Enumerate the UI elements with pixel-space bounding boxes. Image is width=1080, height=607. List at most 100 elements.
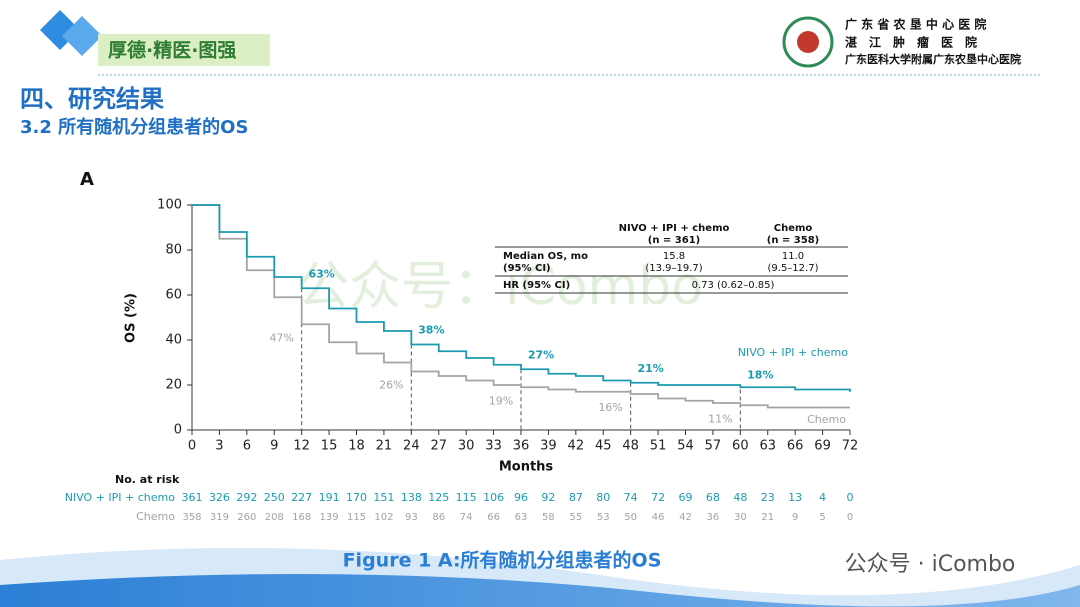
risk-value: 93 <box>405 512 418 523</box>
risk-value: 0 <box>847 512 853 523</box>
risk-value: 292 <box>236 491 257 504</box>
risk-value: 358 <box>182 512 201 523</box>
x-tick-label: 39 <box>540 439 557 454</box>
risk-value: 319 <box>210 512 229 523</box>
risk-value: 36 <box>707 512 720 523</box>
x-tick-label: 72 <box>842 439 859 454</box>
x-tick-label: 63 <box>759 439 776 454</box>
y-axis-label: OS (%) <box>124 293 139 343</box>
risk-value: 361 <box>182 491 203 504</box>
hospital-name: 广 东 省 农 垦 中 心 医 院 <box>845 17 986 32</box>
motto: 厚德·精医·图强 <box>108 39 236 62</box>
x-tick-label: 51 <box>650 439 667 454</box>
annotation: 63% <box>308 267 334 280</box>
hospital-name: 广东医科大学附属广东农垦中心医院 <box>845 52 1021 66</box>
x-tick-label: 33 <box>485 439 502 454</box>
table-row-label: HR (95% CI) <box>503 280 570 291</box>
risk-value: 115 <box>347 512 366 523</box>
risk-value: 87 <box>569 491 583 504</box>
annotation: 26% <box>379 379 403 392</box>
risk-value: 53 <box>597 512 610 523</box>
risk-value: 30 <box>734 512 747 523</box>
risk-value: 80 <box>596 491 610 504</box>
risk-value: 139 <box>320 512 339 523</box>
motto-box <box>98 34 270 66</box>
table-header: Chemo <box>774 223 813 234</box>
table-cell: 0.73 (0.62–0.85) <box>692 280 775 291</box>
section-title: 四、研究结果 <box>20 85 164 113</box>
x-tick-label: 60 <box>732 439 749 454</box>
x-tick-label: 15 <box>321 439 338 454</box>
y-tick-label: 20 <box>165 378 182 393</box>
annotation: 27% <box>528 348 554 361</box>
x-tick-label: 69 <box>814 439 831 454</box>
x-tick-label: 12 <box>293 439 310 454</box>
subsection-title: 3.2 所有随机分组患者的OS <box>20 116 248 138</box>
risk-value: 138 <box>401 491 422 504</box>
annotation: 11% <box>708 412 732 425</box>
risk-value: 191 <box>319 491 340 504</box>
risk-value: 326 <box>209 491 230 504</box>
risk-value: 168 <box>292 512 311 523</box>
table-cell: 11.0 <box>782 251 804 262</box>
x-tick-label: 36 <box>513 439 530 454</box>
logo-center <box>797 31 819 53</box>
risk-value: 69 <box>679 491 693 504</box>
risk-value: 250 <box>264 491 285 504</box>
footer-wave <box>0 574 1080 607</box>
logo <box>782 16 834 68</box>
x-tick-label: 66 <box>787 439 804 454</box>
figure-caption: Figure 1 A:所有随机分组患者的OS <box>343 549 662 572</box>
risk-value: 13 <box>788 491 802 504</box>
risk-value: 66 <box>487 512 500 523</box>
risk-value: 260 <box>237 512 256 523</box>
table-row-label: (95% CI) <box>503 263 551 274</box>
y-tick-label: 100 <box>157 198 182 213</box>
risk-value: 86 <box>432 512 445 523</box>
risk-value: 55 <box>569 512 582 523</box>
risk-value: 21 <box>761 512 774 523</box>
risk-value: 115 <box>456 491 477 504</box>
risk-value: 0 <box>847 491 854 504</box>
x-axis-label: Months <box>499 460 554 475</box>
y-tick-label: 80 <box>165 243 182 258</box>
risk-value: 46 <box>652 512 665 523</box>
risk-row-label: Chemo <box>136 510 175 523</box>
y-tick-label: 60 <box>165 288 182 303</box>
risk-value: 74 <box>460 512 473 523</box>
annotation: 47% <box>269 331 293 344</box>
risk-value: 23 <box>761 491 775 504</box>
table-row-label: Median OS, mo <box>503 251 588 262</box>
legend-label: NIVO + IPI + chemo <box>738 346 849 359</box>
table-cell: 15.8 <box>663 251 685 262</box>
risk-value: 5 <box>819 512 825 523</box>
annotation: 21% <box>637 362 663 375</box>
table-cell: (9.5–12.7) <box>768 263 819 274</box>
table-header: NIVO + IPI + chemo <box>619 223 730 234</box>
risk-value: 106 <box>483 491 504 504</box>
risk-value: 92 <box>541 491 555 504</box>
risk-value: 96 <box>514 491 528 504</box>
risk-value: 227 <box>291 491 312 504</box>
x-tick-label: 42 <box>568 439 585 454</box>
x-tick-label: 6 <box>243 439 251 454</box>
risk-value: 74 <box>624 491 638 504</box>
x-tick-label: 54 <box>677 439 694 454</box>
table-header: (n = 361) <box>648 235 700 246</box>
table-cell: (13.9–19.7) <box>645 263 702 274</box>
x-tick-label: 21 <box>376 439 393 454</box>
risk-value: 170 <box>346 491 367 504</box>
risk-value: 68 <box>706 491 720 504</box>
risk-title: No. at risk <box>115 473 180 486</box>
risk-value: 9 <box>792 512 798 523</box>
km-curve <box>192 204 851 392</box>
legend-label: Chemo <box>807 413 846 426</box>
annotation: 16% <box>598 401 622 414</box>
x-tick-label: 30 <box>458 439 475 454</box>
hospital-name: 湛 江 肿 瘤 医 院 <box>845 35 977 50</box>
annotation: 38% <box>418 324 444 337</box>
panel-label: A <box>80 169 94 190</box>
km-curve <box>192 204 850 409</box>
x-tick-label: 27 <box>430 439 447 454</box>
